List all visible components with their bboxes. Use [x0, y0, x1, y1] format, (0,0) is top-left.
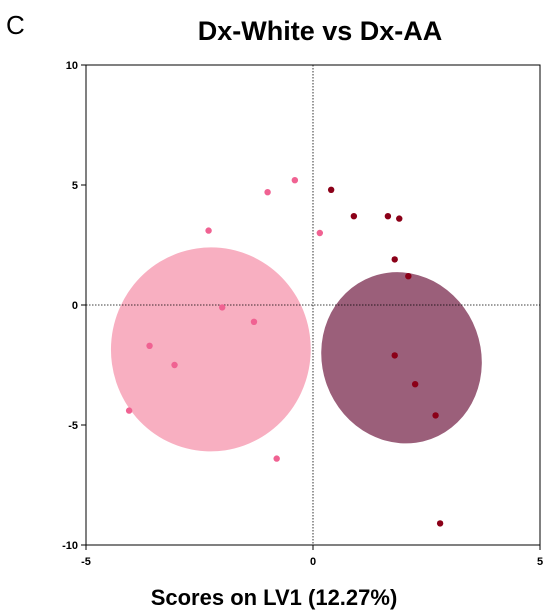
chart-title: Dx-White vs Dx-AA — [197, 16, 443, 46]
data-point-s1-4 — [316, 229, 324, 237]
x-tick-label: 0 — [310, 556, 316, 568]
data-point-s1-2 — [264, 189, 271, 196]
data-point-s1-8 — [171, 361, 178, 369]
data-point-s2-1 — [327, 186, 335, 193]
data-point-s2-4 — [396, 215, 403, 222]
data-point-s2-3 — [384, 213, 392, 220]
data-point-s2-2 — [350, 213, 358, 220]
y-tick-label: 10 — [66, 60, 78, 72]
data-point-s1-6 — [250, 318, 258, 325]
data-point-s2-8 — [411, 381, 419, 388]
panel-letter: C — [6, 10, 25, 40]
data-point-s2-5 — [391, 256, 398, 263]
data-point-s1-10 — [273, 455, 280, 462]
confidence-ellipse-2 — [321, 272, 482, 444]
data-point-s1-1 — [291, 177, 299, 184]
data-point-s2-7 — [391, 352, 398, 359]
data-point-s2-6 — [405, 273, 412, 280]
data-point-s1-5 — [219, 304, 226, 311]
data-point-s1-3 — [205, 227, 212, 234]
data-point-s1-7 — [146, 342, 153, 349]
y-tick-label: -5 — [68, 420, 78, 432]
data-point-s1-9 — [125, 407, 133, 414]
y-tick-label: 0 — [72, 300, 78, 312]
x-axis-label: Scores on LV1 (12.27%) — [150, 585, 398, 610]
x-tick-label: -5 — [81, 556, 91, 568]
x-tick-label: 5 — [537, 556, 543, 568]
y-tick-label: 5 — [72, 180, 78, 192]
confidence-ellipse-1 — [110, 247, 311, 452]
data-point-s2-9 — [432, 412, 439, 419]
data-point-s2-10 — [436, 520, 444, 527]
y-tick-label: -10 — [62, 540, 78, 552]
